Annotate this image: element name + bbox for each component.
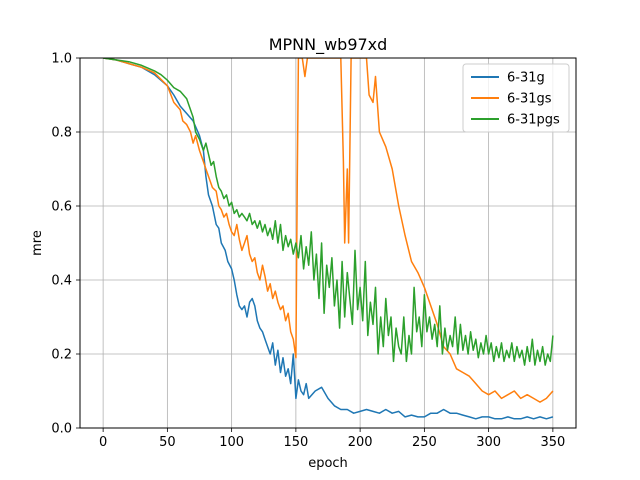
chart-title: MPNN_wb97xd: [269, 35, 388, 55]
x-axis-title: epoch: [308, 456, 348, 471]
x-tick-label: 250: [412, 435, 437, 450]
series-line-6-31pgs: [102, 58, 554, 366]
x-tick-label: 200: [348, 435, 373, 450]
x-axis: 0 50 100 150 200 250 300 350: [99, 428, 565, 450]
y-tick-label: 0.6: [51, 200, 72, 215]
x-tick-label: 50: [159, 435, 176, 450]
y-tick-label: 1.0: [51, 52, 72, 67]
series-lines: [102, 58, 554, 420]
series-line-6-31gs: [102, 58, 554, 403]
y-tick-label: 0.0: [51, 422, 72, 437]
legend-label: 6-31pgs: [507, 113, 560, 128]
x-tick-label: 100: [219, 435, 244, 450]
series-line-6-31g: [102, 58, 554, 420]
x-tick-label: 150: [283, 435, 308, 450]
legend-label: 6-31gs: [507, 92, 552, 107]
plot-frame: [79, 57, 577, 429]
x-tick-label: 300: [476, 435, 501, 450]
legend-box: [462, 63, 570, 133]
x-tick-label: 350: [540, 435, 565, 450]
y-tick-label: 0.2: [51, 348, 72, 363]
y-tick-label: 0.4: [51, 274, 72, 289]
legend-label: 6-31g: [507, 71, 545, 86]
legend: 6-31g 6-31gs 6-31pgs: [462, 63, 570, 133]
y-tick-label: 0.8: [51, 126, 72, 141]
x-tick-label: 0: [99, 435, 107, 450]
y-axis: 0.0 0.2 0.4 0.6 0.8 1.0: [51, 52, 80, 437]
y-axis-title: mre: [30, 230, 45, 256]
